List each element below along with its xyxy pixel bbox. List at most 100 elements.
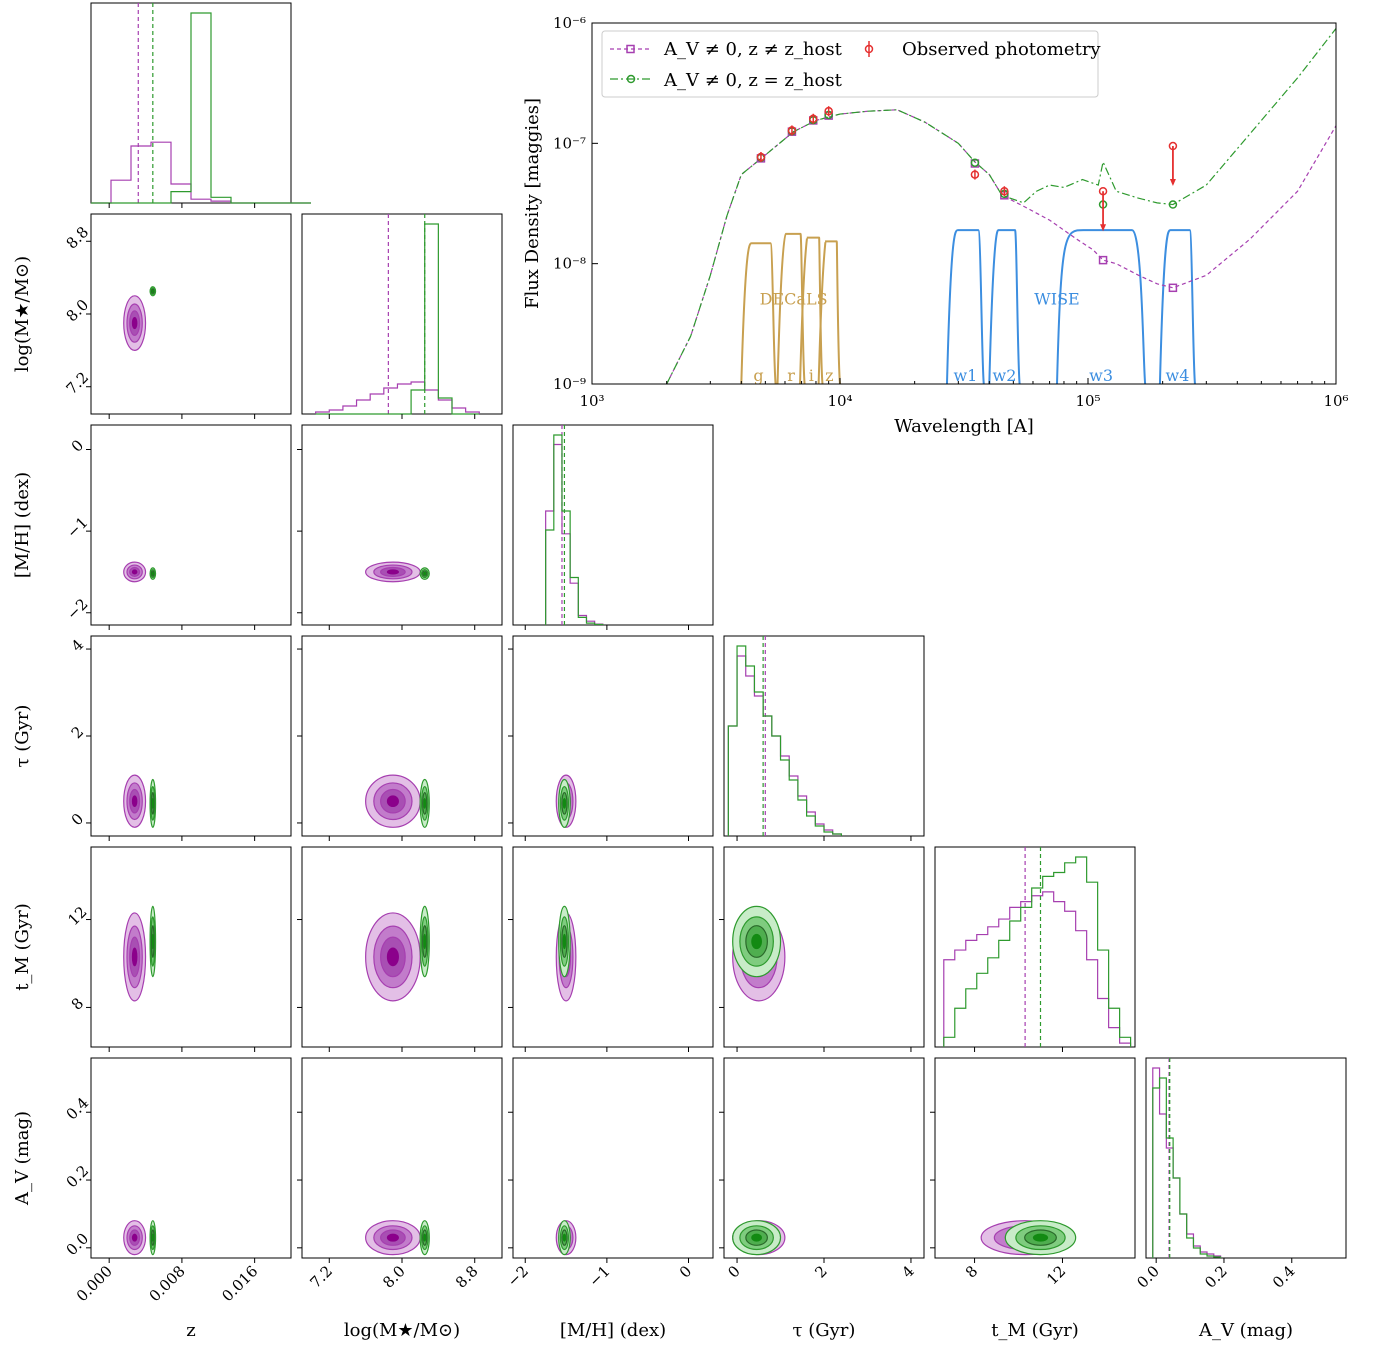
histogram-green: [315, 223, 480, 415]
purple-contour-level-3: [386, 795, 399, 808]
x-tick-label: 0.2: [1201, 1262, 1231, 1292]
sed-legend: A_V ≠ 0, z ≠ z_host A_V ≠ 0, z = z_host Ob…: [601, 30, 1101, 98]
contours-4-0: [123, 905, 157, 1002]
x-axis-label-3: τ (Gyr): [793, 1320, 856, 1341]
legend-label-red: Observed photometry: [902, 39, 1101, 60]
panel-2-1: [297, 424, 503, 630]
filter-curve-w1: [945, 229, 985, 384]
model-point-green: [970, 158, 980, 167]
sed-frame: [591, 22, 1337, 385]
panel-2-2: [512, 424, 714, 630]
filter-label-w1: w1: [953, 366, 977, 385]
y-tick-label: 8.0: [63, 296, 93, 326]
panel-frame-5-0: [90, 1057, 292, 1259]
panel-frame-1-0: [90, 213, 292, 415]
contours-5-2: [555, 1220, 577, 1256]
purple-contour-level-3: [131, 1233, 138, 1242]
contours-5-4: [980, 1220, 1077, 1256]
legend-marker-red: [864, 44, 874, 54]
y-axis-label-2: [M/H] (dex): [12, 472, 33, 578]
sed-y-tick-label: 10⁻⁷: [553, 134, 586, 152]
y-tick-label: 7.2: [63, 368, 93, 398]
panel-frame-2-0: [90, 424, 292, 626]
green-contour-level-3: [423, 798, 427, 809]
green-contour-level-3: [423, 571, 427, 576]
x-tick-label: 7.2: [307, 1262, 337, 1292]
sed-x-axis-label: Wavelength [A]: [894, 416, 1034, 437]
x-axis-label-4: t_M (Gyr): [991, 1320, 1079, 1341]
panel-frame-2-1: [301, 424, 503, 626]
filter-label-w3: w3: [1089, 366, 1113, 385]
sed-x-tick-label: 10³: [579, 392, 604, 410]
wise-label: WISE: [1034, 290, 1079, 309]
y-tick-label: 2: [68, 723, 87, 742]
x-tick-label: 2: [811, 1262, 830, 1281]
panel-frame-5-2: [512, 1057, 714, 1259]
contours-5-0: [123, 1220, 157, 1256]
contours-2-0: [123, 561, 157, 583]
y-tick-label: 0: [68, 436, 87, 455]
histogram-purple: [91, 141, 311, 204]
histogram-green: [1152, 1077, 1222, 1258]
x-axis-label-1: log(M★/M⊙): [344, 1320, 460, 1341]
y-tick-label: 4: [68, 636, 87, 655]
y-axis-label-1: log(M★/M⊙): [12, 256, 33, 372]
green-contour-level-3: [151, 571, 154, 576]
sed-panel: g r i z w1 w2 w3 w4 DECaLS WISE 10³ 10⁴ 10⁵ 10⁶ 10⁻⁹ 10…: [522, 14, 1349, 437]
y-tick-label: 8.8: [63, 223, 93, 253]
purple-contour-level-3: [131, 795, 138, 808]
observed-point: [970, 170, 980, 179]
panel-3-1: [297, 635, 503, 841]
x-tick-label: 12: [1043, 1262, 1069, 1288]
panel-1-0: 7.2 8.0 8.8: [63, 213, 292, 419]
histogram-purple: [315, 381, 480, 414]
green-contour-level-3: [423, 933, 427, 950]
panel-4-2: [508, 846, 714, 1052]
panel-5-0: 0.000 0.008 0.016 0.0 0.2 0.4: [63, 1057, 292, 1305]
panel-frame-4-4: [934, 846, 1136, 1048]
panel-5-5: 0.0 0.2 0.4: [1133, 1057, 1347, 1292]
contours-4-1: [365, 905, 430, 1002]
green-contour-level-3: [423, 1233, 427, 1242]
sed-y-tick-label: 10⁻⁶: [553, 14, 586, 32]
sed-y-tick-label: 10⁻⁸: [553, 255, 586, 273]
filter-curve-r: [776, 232, 806, 384]
y-tick-label: 0.2: [63, 1162, 93, 1192]
legend-label-purple: A_V ≠ 0, z ≠ z_host: [663, 39, 843, 60]
x-tick-label: 8.0: [379, 1262, 409, 1292]
x-tick-label: 4: [898, 1262, 917, 1281]
filter-curve-g: [740, 242, 777, 384]
y-tick-label: 0.0: [63, 1229, 93, 1259]
model-point-purple: [1168, 283, 1178, 293]
panel-frame-2-2: [512, 424, 714, 626]
observed-point: [1098, 186, 1108, 196]
decals-label: DECaLS: [760, 290, 828, 309]
contours-3-1: [365, 774, 430, 828]
panel-frame-3-0: [90, 635, 292, 837]
sed-y-tick-label: 10⁻⁹: [553, 375, 586, 393]
histogram-green: [943, 856, 1132, 1047]
purple-contour-level-3: [131, 317, 138, 330]
observed-point: [808, 114, 818, 124]
x-tick-label: 0: [724, 1262, 743, 1281]
x-tick-label: −2: [504, 1262, 532, 1290]
model-point-purple: [1098, 255, 1108, 265]
upper-limit-arrowhead: [1100, 224, 1107, 232]
y-tick-label: −2: [63, 595, 91, 623]
green-contour-level-3: [751, 1233, 762, 1242]
panel-3-2: [508, 635, 714, 841]
sed-x-tick-label: 10⁵: [1075, 392, 1100, 410]
upper-limit-arrowhead: [1169, 179, 1176, 187]
purple-contour-level-3: [386, 569, 399, 575]
panel-4-1: [297, 846, 503, 1052]
panel-5-3: 0 2 4: [719, 1057, 925, 1282]
x-tick-label: 8.8: [452, 1262, 482, 1292]
y-tick-label: 0: [68, 810, 87, 829]
filter-curve-w2: [988, 229, 1021, 384]
filter-label-i: i: [809, 366, 814, 385]
x-tick-label: 0: [676, 1262, 695, 1281]
panel-4-3: [719, 846, 925, 1052]
panel-frame-4-0: [90, 846, 292, 1048]
y-tick-label: −1: [63, 513, 91, 541]
panel-3-0: 0 2 4: [68, 635, 292, 841]
